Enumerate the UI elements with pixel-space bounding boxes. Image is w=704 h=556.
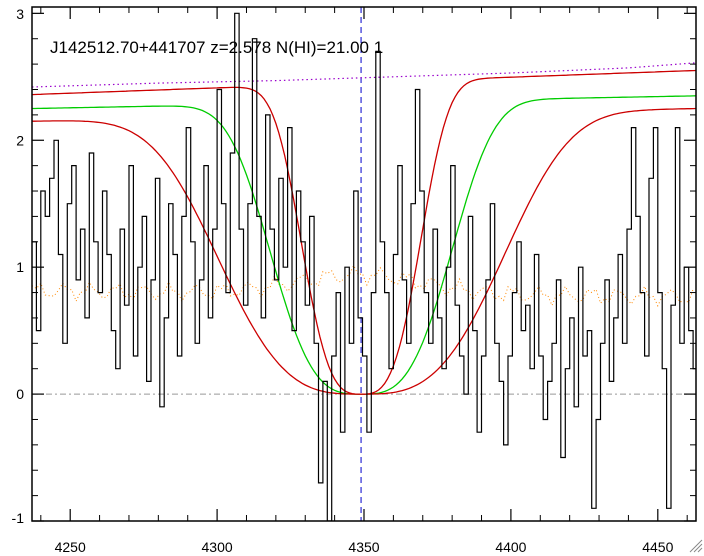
- x-tick-label: 4250: [55, 539, 86, 555]
- x-tick-label: 4350: [348, 539, 379, 555]
- error-line: [32, 264, 694, 307]
- x-tick-label: 4300: [202, 539, 233, 555]
- model-curve-wide: [32, 107, 696, 395]
- axis-tick-labels: 4250 4300 4350 4400 4450 -1 0 1 2 3: [12, 6, 674, 555]
- y-tick-label: 2: [16, 132, 24, 148]
- corner-resize-grip[interactable]: [689, 539, 703, 553]
- y-tick-label: 1: [16, 259, 24, 275]
- axis-ticks: [32, 7, 696, 522]
- y-tick-label: 3: [16, 6, 24, 22]
- chart-title: J142512.70+441707 z=2.578 N(HI)=21.00 1: [50, 38, 383, 57]
- y-tick-label: -1: [12, 510, 25, 526]
- spectrum-histogram: [32, 12, 696, 521]
- fit-curve: [32, 95, 696, 395]
- x-tick-label: 4450: [642, 539, 673, 555]
- x-tick-label: 4400: [495, 539, 526, 555]
- y-tick-label: 0: [16, 386, 24, 402]
- plot-curves: [32, 7, 696, 521]
- model-curve-narrow: [32, 69, 696, 395]
- continuum-line: [32, 62, 696, 88]
